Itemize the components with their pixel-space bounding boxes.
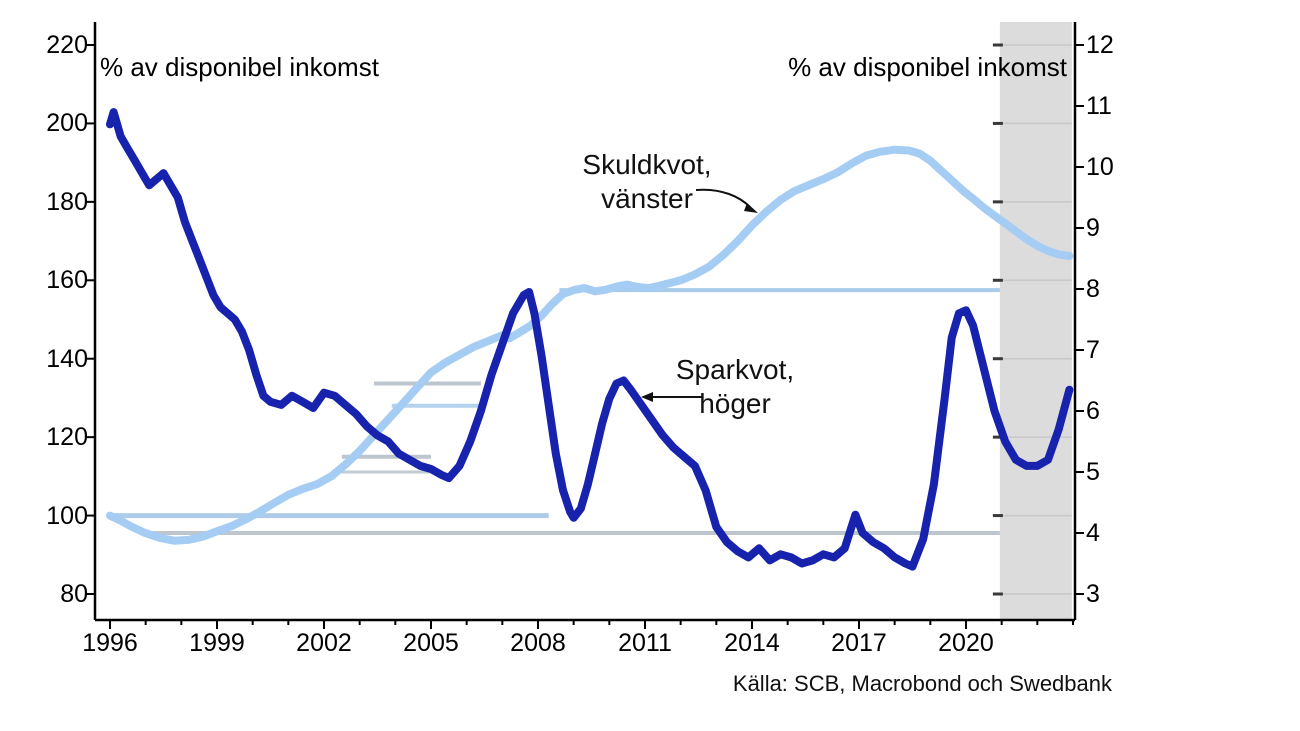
right-axis-tick-label: 5 [1086, 458, 1100, 486]
right-axis-tick-label: 11 [1086, 92, 1112, 120]
series-skuldkvot [106, 145, 1074, 545]
right-axis-unit-label: % av disponibel inkomst [788, 52, 1067, 82]
savings-ratio-annotation-line1: Sparkvot, [675, 354, 795, 385]
left-axis-tick-label: 220 [46, 31, 88, 59]
debt-annotation-arrow [744, 203, 758, 213]
x-axis-year-label: 2017 [831, 629, 887, 657]
debt-ratio-annotation-line1: Skuldkvot, [582, 149, 712, 180]
savings-ratio-annotation-line2: höger [699, 388, 771, 419]
left-axis-unit-label: % av disponibel inkomst [100, 52, 379, 82]
series-sparkvot [106, 108, 1074, 571]
source-caption: Källa: SCB, Macrobond och Swedbank [732, 671, 1112, 696]
left-axis-tick-label: 80 [60, 580, 88, 608]
x-axis-year-label: 1999 [189, 629, 245, 657]
right-axis-tick-label: 8 [1086, 275, 1100, 303]
x-axis-year-label: 2014 [724, 629, 780, 657]
debt-ratio-annotation-line2: vänster [601, 183, 693, 214]
savings-ratio-annotation: Sparkvot, höger [650, 353, 820, 421]
x-axis-year-label: 2008 [510, 629, 566, 657]
left-axis-tick-label: 140 [46, 344, 88, 373]
debt-ratio-annotation: Skuldkvot, vänster [562, 148, 732, 216]
left-axis-tick-label: 120 [46, 423, 88, 452]
left-axis-tick-label: 200 [46, 109, 88, 138]
right-axis-tick-label: 4 [1086, 519, 1100, 547]
forecast-band [999, 22, 1072, 620]
right-axis-tick-label: 3 [1086, 580, 1100, 608]
right-axis-tick-label: 7 [1086, 336, 1100, 364]
x-axis-year-label: 2011 [618, 629, 672, 657]
x-axis-year-label: 1996 [82, 629, 138, 657]
right-axis-tick-label: 12 [1086, 31, 1114, 59]
savings-annotation-arrow [641, 392, 653, 402]
right-axis-tick-label: 9 [1086, 214, 1100, 242]
x-axis-year-label: 2002 [296, 629, 352, 657]
x-axis-year-label: 2005 [403, 629, 459, 657]
right-axis-tick-label: 6 [1086, 397, 1100, 425]
left-axis-tick-label: 100 [46, 501, 88, 530]
left-axis-tick-label: 180 [46, 187, 88, 216]
right-axis-tick-label: 10 [1086, 153, 1114, 181]
left-axis-tick-label: 160 [46, 266, 88, 295]
x-axis-year-label: 2020 [938, 629, 994, 657]
